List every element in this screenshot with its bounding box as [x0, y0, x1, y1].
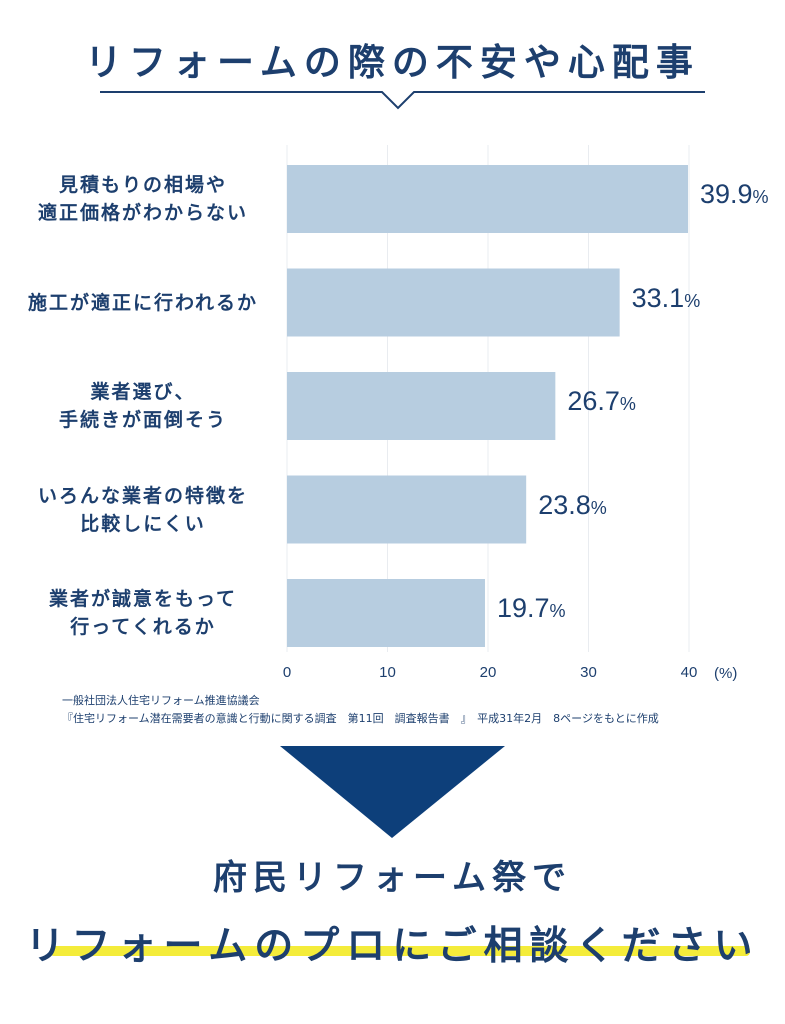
category-label-3: いろんな業者の特徴を 比較しにくい: [37, 484, 248, 535]
bar-3: [287, 475, 527, 544]
category-label-4: 業者が誠意をもって 行ってくれるか: [48, 588, 238, 638]
x-tick-20: 20: [479, 664, 497, 681]
bar-0: [287, 165, 688, 233]
x-tick-0: 0: [282, 664, 292, 681]
x-tick-30: 30: [580, 664, 597, 681]
category-label-1: 施工が適正に行われるか: [27, 291, 259, 314]
cta-line-2: リフォームのプロにご相談ください: [25, 924, 760, 969]
bar-4: [287, 579, 485, 647]
down-arrow-icon: [280, 746, 505, 838]
x-tick-40: 40: [680, 664, 698, 681]
x-axis-unit: (%): [714, 665, 738, 682]
value-label-0: 39.9%: [699, 179, 769, 209]
value-label-4: 19.7%: [496, 593, 566, 623]
source-line-1: 一般社団法人住宅リフォーム推進協議会: [62, 694, 260, 707]
bar-chart: [286, 145, 690, 652]
category-label-0: 見積もりの相場や 適正価格がわからない: [37, 174, 248, 224]
x-tick-10: 10: [379, 664, 396, 681]
title-underline-pointer: [100, 91, 705, 110]
value-label-3: 23.8%: [538, 489, 607, 520]
cta-highlight-marker: [50, 946, 750, 956]
page-title: リフォームの際の不安や心配事: [85, 41, 700, 84]
bar-2: [287, 372, 556, 440]
value-label-2: 26.7%: [567, 386, 636, 416]
source-line-2: 『住宅リフォーム潜在需要者の意識と行動に関する調査 第11回 調査報告書 』 平…: [62, 712, 659, 725]
category-label-2: 業者選び、 手続きが面倒そう: [58, 381, 227, 431]
bar-1: [287, 268, 620, 337]
value-label-1: 33.1%: [631, 282, 701, 313]
cta-line-1: 府民リフォーム祭で: [213, 858, 572, 898]
